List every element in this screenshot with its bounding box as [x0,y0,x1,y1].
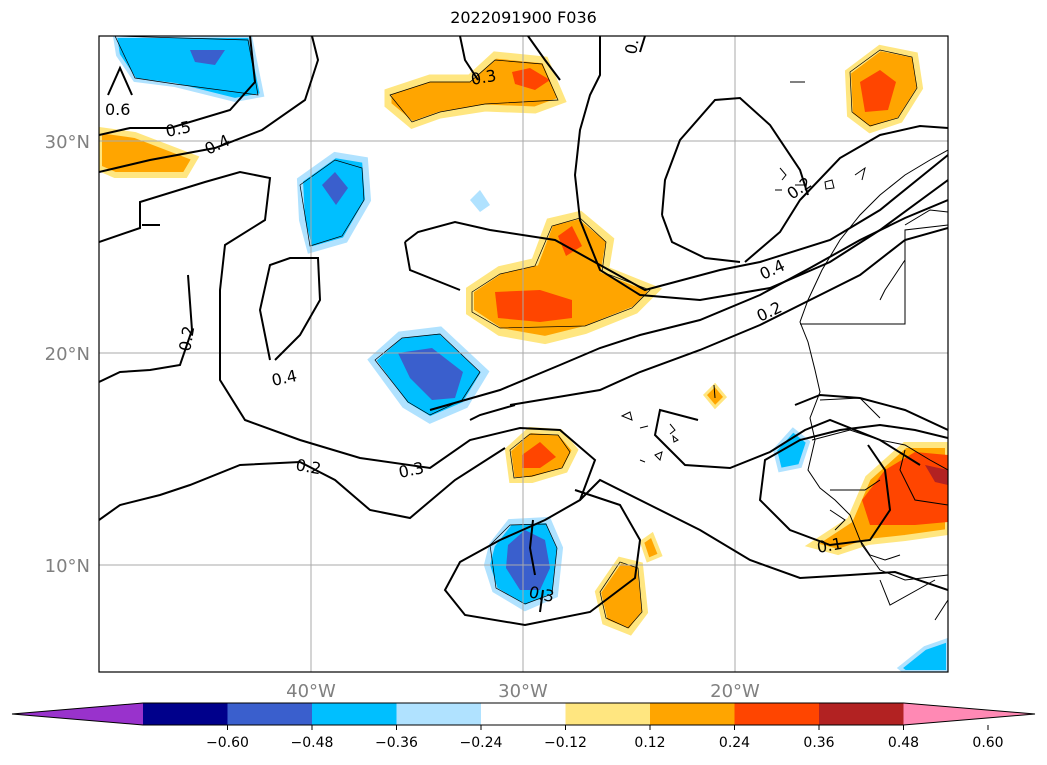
colorbar-tick-label: 0.48 [888,735,919,751]
colorbar-segment [312,703,397,725]
contour-label: 0.2 [294,455,322,478]
colorbar-outline [11,702,1036,726]
colorbar-tick-label: 0.60 [972,735,1003,751]
lon-label-40w: 40°W [286,681,336,702]
positive-anomaly-areas [99,44,948,636]
contour-label: 0.1 [815,534,843,557]
lon-label-20w: 20°W [710,681,760,702]
contour-label: 0. [621,37,642,55]
colorbar-tick-label: −0.48 [291,735,334,751]
colorbar-segment [734,703,820,725]
lat-label-10n: 10°N [45,556,90,577]
map-frame [98,35,949,673]
graticule [99,36,948,672]
colorbar-tick-label: −0.60 [206,735,249,751]
lat-label-20n: 20°N [45,344,90,365]
colorbar-segment [481,703,566,725]
colorbar-segment [650,703,735,725]
colorbar-tick-label: 0.36 [803,735,834,751]
colorbar-extend-high [903,703,1035,725]
colorbar-tick-label: −0.36 [375,735,418,751]
contour-label: 0.3 [469,66,497,89]
map-title: 2022091900 F036 [450,8,597,27]
colorbar-segment [143,703,228,725]
colorbar-tick-label: 0.24 [719,735,750,751]
contour-label: 0.4 [270,366,299,390]
axis-labels: 30°N 20°N 10°N 40°W 30°W 20°W [45,132,760,702]
contour-lines [99,36,948,627]
colorbar: −0.60 −0.48 −0.36 −0.24 −0.12 0.12 0.24 0.36 0.4… [11,702,1036,751]
colorbar-tick-label: −0.24 [460,735,503,751]
colorbar-tick-label: −0.12 [544,735,587,751]
colorbar-tick-label: 0.12 [634,735,665,751]
contour-label: 0.3 [397,458,426,482]
lat-label-30n: 30°N [45,132,90,153]
lon-label-30w: 30°W [498,681,548,702]
colorbar-extend-low [12,703,143,725]
colorbar-segment [396,703,482,725]
contour-label: 0.5 [164,117,193,141]
colorbar-segment [565,703,651,725]
colorbar-segment [227,703,313,725]
coastlines [620,81,948,621]
colorbar-segment [819,703,904,725]
contour-label: 0.3 [527,582,556,606]
contour-label: 0.2 [175,324,198,352]
contour-label: 0.6 [105,100,130,119]
